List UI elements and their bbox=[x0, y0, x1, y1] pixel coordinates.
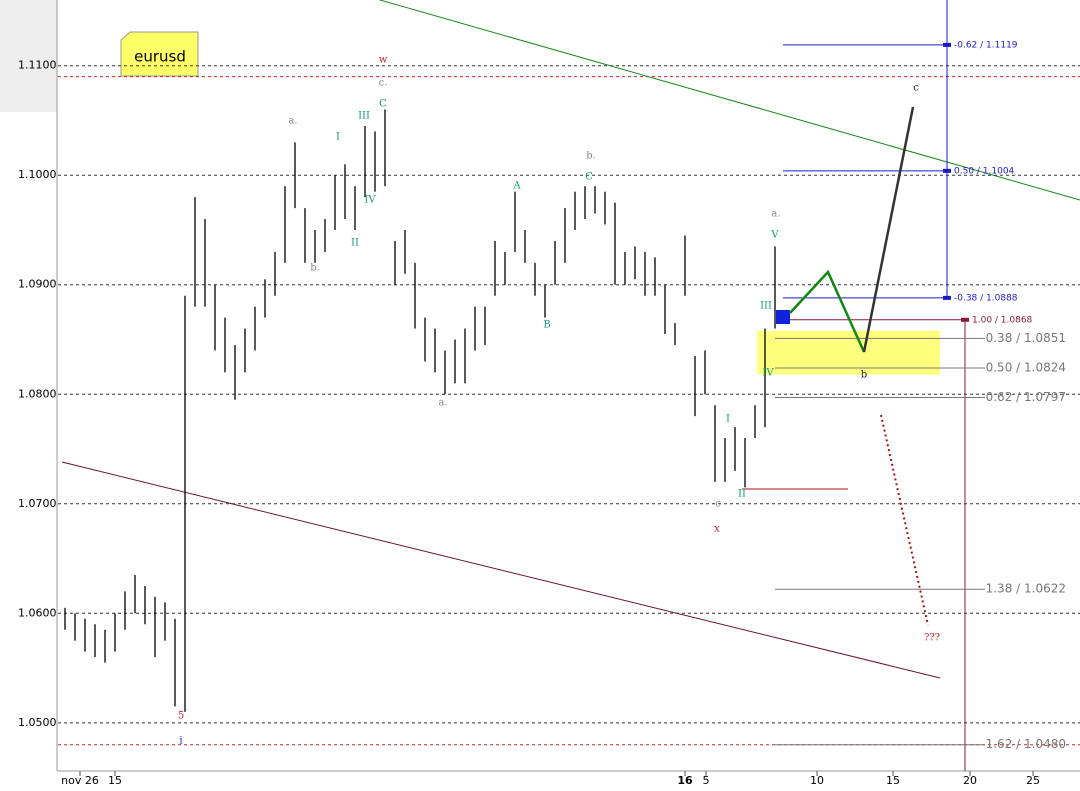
y-tick-label: 1.0500 bbox=[18, 716, 57, 729]
projection bbox=[789, 269, 866, 353]
current-marker bbox=[776, 310, 790, 324]
wave-label: b bbox=[861, 370, 867, 381]
x-tick-label: 16 bbox=[677, 774, 693, 787]
fib-label: -0.38 / 1.0888 bbox=[954, 293, 1018, 303]
wave-label: IV bbox=[762, 368, 774, 379]
projection bbox=[862, 106, 915, 353]
chart-title: eurusd bbox=[134, 48, 186, 66]
wave-label: C bbox=[585, 172, 593, 183]
wave-label: III bbox=[358, 111, 370, 122]
y-tick-label: 1.0800 bbox=[18, 387, 57, 400]
wave-label: a. bbox=[771, 209, 780, 220]
fib-label: 1.38 / 1.0622 bbox=[986, 582, 1066, 596]
wave-label: B bbox=[543, 320, 550, 331]
wave-label: IV bbox=[364, 195, 376, 206]
y-tick-label: 1.0600 bbox=[18, 606, 57, 619]
wave-label: c bbox=[715, 499, 721, 510]
fib-label: 0.50 / 1.1004 bbox=[954, 166, 1015, 176]
trend-line bbox=[379, 0, 1080, 201]
x-tick-label: nov 26 bbox=[61, 774, 99, 787]
fib-marker bbox=[943, 168, 951, 173]
wave-label: b. bbox=[310, 263, 320, 274]
x-tick-label: 20 bbox=[963, 774, 977, 787]
wave-label: III bbox=[760, 301, 772, 312]
fib-label: 0.50 / 1.0824 bbox=[986, 360, 1066, 374]
wave-label: II bbox=[351, 238, 359, 249]
y-tick-label: 1.1000 bbox=[18, 168, 57, 181]
y-tick-label: 1.0900 bbox=[18, 278, 57, 291]
y-tick-label: 1.0700 bbox=[18, 497, 57, 510]
wave-label: a. bbox=[288, 116, 297, 127]
wave-label: I bbox=[336, 132, 340, 143]
symbol-note bbox=[120, 31, 199, 77]
fib-marker bbox=[943, 295, 951, 300]
wave-label: 5 bbox=[178, 711, 184, 722]
wave-label: b. bbox=[586, 151, 596, 162]
fib-label: 1.62 / 1.0480 bbox=[986, 737, 1066, 751]
x-tick-label: 15 bbox=[108, 774, 122, 787]
fib-marker bbox=[961, 317, 969, 322]
axis-shade bbox=[0, 0, 57, 112]
wave-label: x bbox=[714, 524, 720, 535]
wave-label: I bbox=[726, 414, 730, 425]
projection-alt bbox=[880, 414, 929, 626]
wave-label: a. bbox=[438, 398, 447, 409]
wave-label: A bbox=[512, 181, 521, 192]
fib-label: -0.62 / 1.1119 bbox=[954, 40, 1018, 50]
x-tick-label: 15 bbox=[886, 774, 900, 787]
trend-line bbox=[61, 461, 941, 679]
y-tick-label: 1.1100 bbox=[18, 59, 57, 72]
x-tick-label: 5 bbox=[703, 774, 710, 787]
fib-marker bbox=[943, 42, 951, 47]
wave-label: II bbox=[738, 489, 746, 500]
wave-label: c bbox=[913, 83, 919, 94]
wave-label: i bbox=[179, 736, 182, 747]
wave-label: V bbox=[770, 230, 779, 241]
wave-label: ??? bbox=[924, 633, 940, 644]
wave-label: w bbox=[379, 55, 388, 66]
x-tick-label: 10 bbox=[810, 774, 824, 787]
fib-label: 0.38 / 1.0851 bbox=[986, 331, 1066, 345]
fib-label: 0.62 / 1.0797 bbox=[986, 390, 1066, 404]
wave-label: c. bbox=[379, 78, 388, 89]
fib-label: 1.00 / 1.0868 bbox=[972, 315, 1033, 325]
x-tick-label: 25 bbox=[1026, 774, 1040, 787]
wave-label: C bbox=[379, 99, 387, 110]
